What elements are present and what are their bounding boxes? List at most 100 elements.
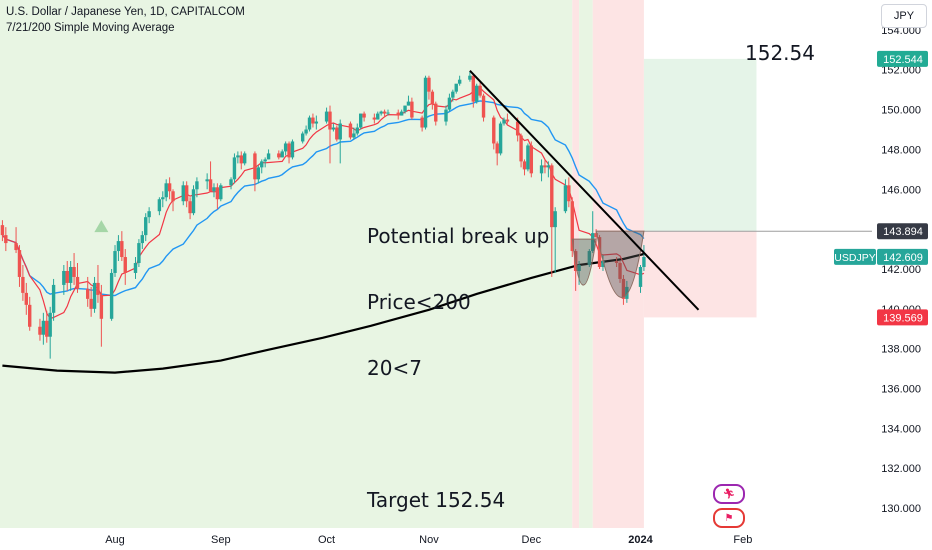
- candle-body: [120, 241, 124, 258]
- candle-body: [447, 97, 452, 110]
- candle-body: [495, 143, 499, 154]
- candle-body: [0, 225, 5, 236]
- x-tick-label: Sep: [211, 534, 231, 546]
- candle-body: [239, 155, 243, 164]
- candle-body: [140, 235, 145, 244]
- x-tick-label: Aug: [105, 534, 125, 546]
- candle-body: [522, 161, 527, 170]
- candle-body: [96, 282, 100, 295]
- candle-body: [492, 117, 496, 144]
- candle-body: [410, 101, 414, 118]
- candle-body: [41, 320, 46, 335]
- price-label-box: [877, 50, 928, 67]
- candle-body: [89, 298, 93, 309]
- candle-body: [567, 185, 571, 202]
- candle-body: [191, 189, 196, 214]
- candle-body: [328, 111, 332, 130]
- candle-body: [625, 286, 629, 299]
- candle-body: [113, 251, 117, 273]
- time-axis-bg: [0, 528, 932, 550]
- candle-body: [430, 91, 435, 104]
- indicator-legend[interactable]: 7/21/200 Simple Moving Average: [6, 22, 175, 34]
- currency-button[interactable]: JPY: [881, 4, 927, 28]
- candle-body: [594, 233, 598, 238]
- sma-200-line: [2, 252, 645, 374]
- note-line: 20<7: [367, 356, 422, 380]
- note-text: Potential break up Price<200 20<7 Target…: [367, 181, 549, 533]
- y-tick-label: 130.000: [881, 503, 921, 515]
- runner-icon[interactable]: 🏃︎: [713, 484, 745, 504]
- event-icons: 🏃︎ ⚑: [713, 484, 745, 532]
- candle-body: [335, 127, 339, 140]
- candle-body: [266, 153, 271, 160]
- x-tick-label: Dec: [522, 534, 542, 546]
- candle-body: [253, 153, 257, 180]
- cup-small: [571, 238, 597, 286]
- candle-body: [358, 113, 363, 128]
- candle-body: [147, 211, 151, 218]
- bg-zone-bear: [592, 0, 644, 528]
- candle-body: [406, 101, 411, 106]
- candle-body: [4, 235, 8, 244]
- candle-body: [457, 79, 462, 84]
- candle-body: [184, 185, 189, 202]
- symbol-label-text: USDJPY: [834, 252, 875, 264]
- candle-body: [478, 85, 482, 96]
- candle-body: [300, 133, 305, 142]
- candle-body: [570, 201, 574, 252]
- candle-body: [171, 191, 175, 202]
- x-tick-label: Oct: [318, 534, 335, 546]
- candle-body: [123, 257, 127, 273]
- candle-body: [208, 179, 213, 192]
- candle-body: [502, 119, 506, 124]
- candle-body: [242, 153, 247, 164]
- candle-body: [164, 183, 168, 198]
- candle-body: [475, 85, 479, 102]
- time-axis: Aug Sep Oct Nov Dec 2024 Feb: [0, 528, 932, 550]
- candle-body: [212, 187, 216, 192]
- candle-body: [563, 185, 568, 212]
- price-labels: 152.544 143.894 142.609 USDJPY 139.569: [834, 50, 928, 326]
- trendline: [469, 70, 700, 311]
- y-tick-label: 138.000: [881, 344, 921, 356]
- trendline-path: [469, 70, 700, 311]
- candle-body: [515, 121, 520, 136]
- candle-body: [324, 111, 329, 122]
- candle-body: [304, 129, 308, 134]
- candle-body: [45, 320, 49, 337]
- target-text: 152.54: [745, 41, 815, 65]
- y-tick-label: 148.000: [881, 144, 921, 156]
- candle-body: [307, 117, 312, 130]
- candle-body: [167, 183, 172, 192]
- candle-body: [236, 155, 240, 158]
- candle-body: [232, 157, 237, 180]
- candle-body: [399, 111, 404, 116]
- candle-body: [338, 123, 342, 140]
- candle-body: [215, 187, 220, 200]
- candle-body: [539, 165, 544, 174]
- candle-body: [587, 251, 592, 265]
- price-label-box: [877, 248, 928, 265]
- candle-body: [260, 161, 264, 168]
- candle-body: [348, 123, 353, 138]
- candle-body: [454, 83, 458, 92]
- candle-body: [62, 270, 66, 285]
- candle-body: [287, 143, 291, 158]
- candle-body: [144, 217, 148, 236]
- note-line: Target 152.54: [367, 488, 506, 512]
- candle-body: [597, 237, 602, 267]
- candle-body: [72, 266, 76, 277]
- candle-body: [382, 111, 387, 114]
- cup-outer: [595, 230, 645, 298]
- flag-icon[interactable]: ⚑: [713, 508, 745, 528]
- candle-body: [526, 145, 530, 170]
- candle-body: [642, 257, 646, 267]
- candle-body: [263, 159, 267, 162]
- candle-body: [444, 109, 448, 122]
- candle-body: [38, 326, 42, 335]
- candle-body: [24, 292, 28, 305]
- candle-body: [137, 243, 141, 264]
- candle-body: [75, 276, 80, 289]
- x-tick-label: Feb: [733, 534, 752, 546]
